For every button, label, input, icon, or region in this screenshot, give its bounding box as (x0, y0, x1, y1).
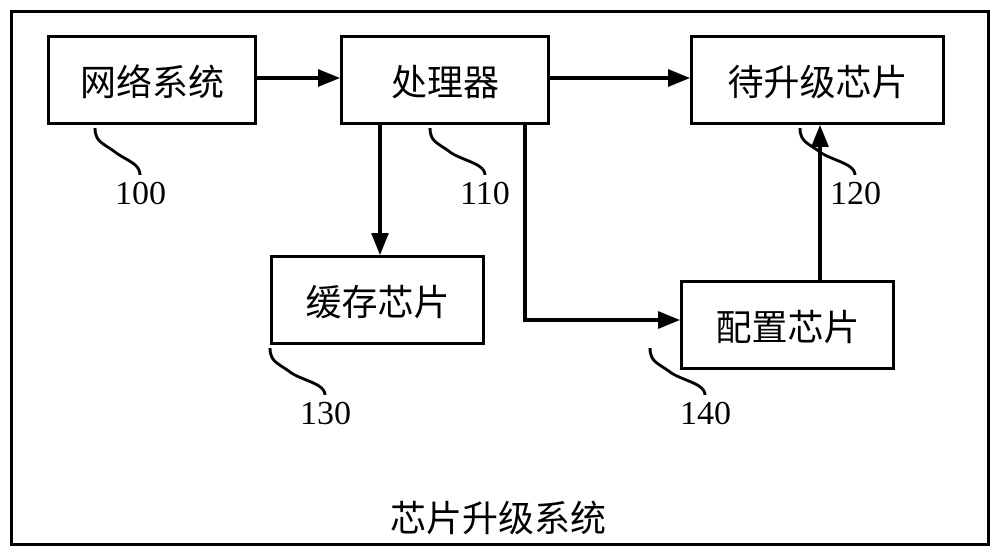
arrowhead-processor-config (658, 311, 680, 329)
arrowhead-config-upgrade (811, 125, 829, 147)
callout-config (0, 0, 1000, 556)
edge-network-processor (257, 76, 320, 80)
arrowhead-processor-upgrade (668, 69, 690, 87)
edge-processor-cache (378, 125, 382, 235)
edge-h-processor-config (523, 318, 658, 322)
edge-processor-upgrade (550, 76, 670, 80)
arrowhead-processor-cache (371, 233, 389, 255)
arrowhead-network-processor (318, 69, 340, 87)
edge-v-processor-config (523, 125, 527, 322)
edge-config-upgrade (818, 145, 822, 280)
